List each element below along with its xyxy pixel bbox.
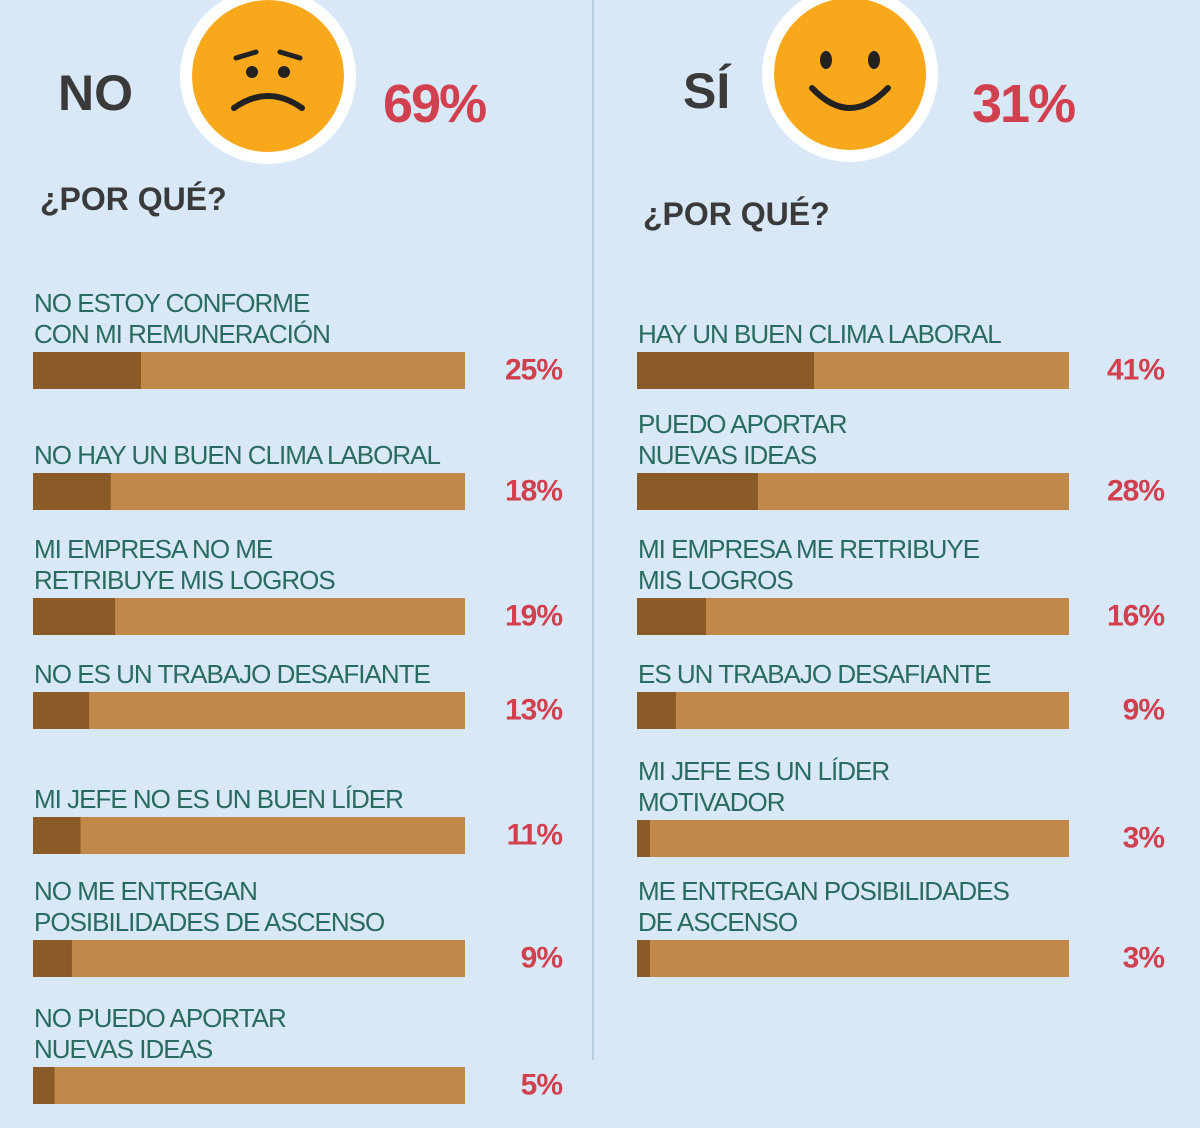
category-label: NO ME ENTREGAN POSIBILIDADES DE ASCENSO <box>34 876 384 937</box>
total-label: 69% <box>383 74 486 134</box>
bar-track <box>33 692 465 729</box>
value-label: 41% <box>1107 353 1164 386</box>
value-label: 9% <box>521 941 563 974</box>
bar <box>33 473 111 510</box>
happy-face <box>762 0 938 162</box>
bar-track <box>33 817 465 854</box>
bar <box>637 692 676 729</box>
sad-face <box>180 0 356 164</box>
bar <box>637 473 758 510</box>
category-label: ES UN TRABAJO DESAFIANTE <box>638 659 991 689</box>
bar <box>637 820 650 857</box>
bar <box>637 598 707 635</box>
value-label: 13% <box>505 693 562 726</box>
category-label: NO PUEDO APORTAR NUEVAS IDEAS <box>34 1003 286 1064</box>
bar <box>33 940 72 977</box>
value-label: 5% <box>521 1068 563 1101</box>
category-label: NO ESTOY CONFORME CON MI REMUNERACIÓN <box>34 288 330 349</box>
bar-track <box>637 940 1069 977</box>
heading: NO <box>58 65 133 121</box>
category-label: HAY UN BUEN CLIMA LABORAL <box>638 319 1001 349</box>
bar <box>637 352 815 389</box>
subtitle: ¿POR QUÉ? <box>40 181 227 217</box>
bar-track <box>637 598 1069 635</box>
subtitle: ¿POR QUÉ? <box>643 196 830 232</box>
value-label: 18% <box>505 474 562 507</box>
total-label: 31% <box>972 74 1075 134</box>
value-label: 25% <box>505 353 562 386</box>
value-label: 28% <box>1107 474 1164 507</box>
value-label: 9% <box>1123 693 1165 726</box>
bar <box>33 598 116 635</box>
category-label: MI EMPRESA NO ME RETRIBUYE MIS LOGROS <box>34 534 335 595</box>
bar-track <box>33 1067 465 1104</box>
category-label: MI JEFE NO ES UN BUEN LÍDER <box>34 784 403 814</box>
heading: SÍ <box>683 63 731 119</box>
category-label: MI JEFE ES UN LÍDER MOTIVADOR <box>638 756 889 817</box>
value-label: 11% <box>507 818 563 851</box>
bar-track <box>637 692 1069 729</box>
category-label: ME ENTREGAN POSIBILIDADES DE ASCENSO <box>638 876 1010 937</box>
value-label: 3% <box>1123 821 1165 854</box>
value-label: 16% <box>1107 599 1164 632</box>
value-label: 3% <box>1123 941 1165 974</box>
category-label: MI EMPRESA ME RETRIBUYE MIS LOGROS <box>638 534 980 595</box>
bar <box>33 1067 55 1104</box>
bar <box>637 940 650 977</box>
category-label: NO HAY UN BUEN CLIMA LABORAL <box>34 440 440 470</box>
bar-track <box>637 820 1069 857</box>
category-label: NO ES UN TRABAJO DESAFIANTE <box>34 659 430 689</box>
category-label: PUEDO APORTAR NUEVAS IDEAS <box>638 409 847 470</box>
bar <box>33 817 81 854</box>
bar <box>33 692 90 729</box>
value-label: 19% <box>505 599 562 632</box>
bar-track <box>33 940 465 977</box>
bar <box>33 352 141 389</box>
